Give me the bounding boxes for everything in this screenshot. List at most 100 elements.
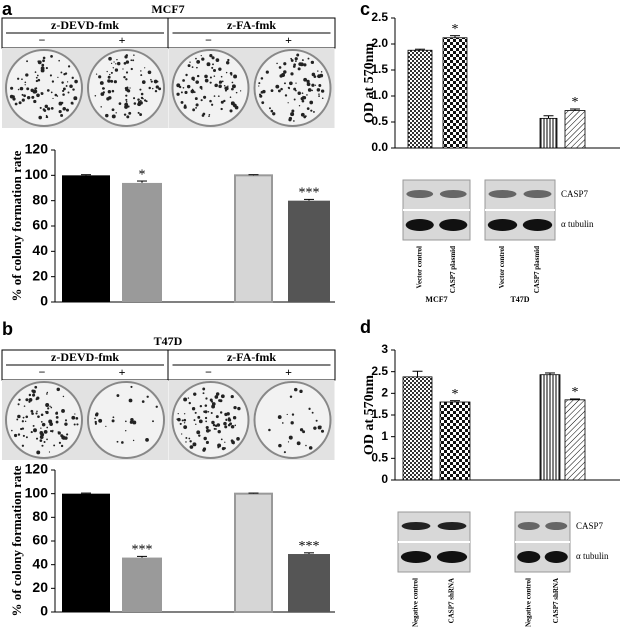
colony: [35, 412, 38, 415]
colony: [116, 61, 121, 66]
colony: [34, 87, 37, 90]
colony: [56, 95, 59, 97]
colony: [195, 80, 199, 84]
colony: [227, 58, 230, 62]
colony: [212, 423, 216, 427]
colony: [108, 56, 112, 61]
band-label: CASP7: [561, 189, 589, 199]
colony: [52, 97, 54, 100]
colony: [200, 99, 203, 102]
colony: [196, 66, 198, 69]
colony: [221, 447, 225, 451]
colony: [147, 70, 152, 75]
colony: [293, 63, 296, 66]
colony: [32, 424, 35, 427]
colony: [213, 75, 216, 77]
colony: [225, 418, 228, 422]
colony: [72, 88, 75, 91]
colony: [301, 92, 304, 95]
colony: [232, 415, 237, 420]
bar: [442, 37, 468, 149]
colony: [195, 57, 197, 60]
colony: [315, 419, 318, 422]
colony: [202, 112, 206, 116]
colony: [209, 54, 213, 58]
bar: [539, 117, 558, 149]
colony: [50, 406, 53, 409]
colony: [45, 410, 49, 415]
y-tick-label: 0.5: [371, 114, 388, 128]
colony: [309, 100, 314, 105]
lane-label: CASP7 plasmid: [449, 246, 457, 293]
colony: [11, 429, 13, 432]
y-tick-label: 2.0: [371, 36, 388, 50]
colony: [125, 420, 127, 423]
colony: [46, 116, 49, 119]
colony: [217, 446, 220, 449]
colony: [317, 74, 322, 79]
colony: [283, 62, 287, 66]
colony: [71, 102, 74, 105]
colony: [95, 73, 98, 75]
colony: [73, 423, 76, 426]
colony: [183, 425, 188, 430]
colony: [67, 65, 71, 68]
colony: [33, 428, 37, 433]
colony: [139, 88, 142, 91]
colony: [50, 91, 53, 94]
colony: [154, 89, 158, 93]
band: [517, 522, 540, 530]
colony: [125, 71, 129, 74]
colony: [261, 101, 265, 105]
colony: [76, 423, 79, 426]
colony: [191, 407, 196, 411]
colony: [307, 88, 312, 92]
colony: [188, 437, 191, 440]
colony: [214, 83, 218, 88]
colony: [176, 83, 181, 88]
colony: [21, 444, 25, 447]
colony: [183, 413, 186, 415]
colony: [41, 444, 44, 447]
lane-label: CASP7 plasmid: [533, 246, 541, 293]
colony: [125, 101, 128, 103]
colony: [268, 428, 271, 432]
colony: [55, 411, 59, 415]
bar: [288, 200, 330, 302]
colony: [42, 108, 46, 111]
y-tick-label: 1.5: [371, 62, 388, 76]
colony: [258, 82, 261, 85]
y-axis-label: % of colony formation rate: [9, 150, 24, 301]
colony: [140, 92, 144, 96]
colony: [236, 437, 240, 441]
treatment-level: +: [285, 365, 292, 379]
colony: [296, 441, 301, 446]
colony: [290, 112, 295, 117]
band: [436, 551, 468, 563]
colony: [202, 387, 206, 391]
colony: [40, 420, 43, 423]
colony: [217, 429, 221, 434]
colony: [229, 109, 233, 113]
colony: [210, 400, 214, 403]
band: [545, 522, 568, 530]
colony: [286, 413, 288, 416]
colony: [290, 57, 293, 60]
colony: [258, 85, 260, 87]
colony: [139, 113, 143, 116]
colony: [179, 422, 182, 426]
colony: [208, 113, 211, 116]
colony: [303, 77, 308, 82]
colony: [74, 413, 76, 415]
colony: [64, 419, 68, 422]
colony: [230, 425, 235, 429]
colony: [58, 59, 60, 62]
colony: [306, 79, 310, 84]
panel-letter: b: [2, 319, 13, 339]
colony: [288, 118, 292, 122]
colony: [300, 96, 304, 101]
colony: [155, 85, 159, 89]
colony: [28, 400, 31, 403]
y-axis-label: OD at 570nm: [362, 375, 377, 455]
colony: [184, 90, 188, 94]
